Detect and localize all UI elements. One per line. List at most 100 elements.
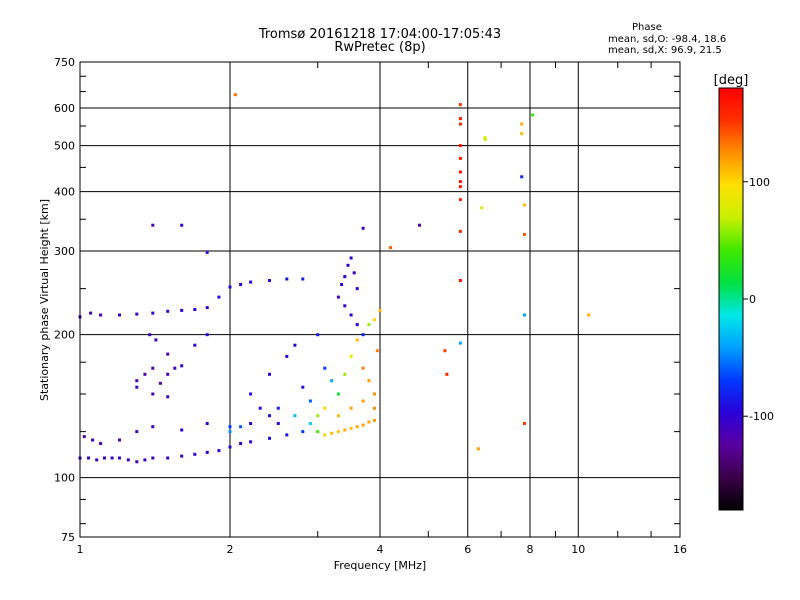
data-point [126,458,130,462]
data-point [378,308,382,312]
data-point [346,263,350,267]
data-point [343,428,347,432]
data-point [301,277,305,281]
data-point [293,343,297,347]
data-point [389,246,393,250]
data-point [268,372,271,376]
data-point [316,414,320,418]
data-point [276,422,280,425]
data-point [118,456,121,460]
data-point [458,341,462,345]
data-point [193,308,197,311]
data-point [458,198,462,202]
colorbar-tick-label: 100 [749,176,770,189]
x-tick-label: 2 [227,543,234,556]
data-point [180,454,184,458]
data-point [336,392,340,396]
data-point [151,311,155,315]
y-tick-label: 300 [54,245,75,258]
data-point [323,433,327,437]
data-point [483,138,487,141]
data-point [523,422,526,425]
data-point [151,223,155,227]
data-point [249,392,253,396]
data-point [445,372,449,376]
y-tick-labels: 75 100 200 300 400 500 600 750 [54,56,75,544]
data-point [361,399,365,403]
data-point [523,233,526,236]
data-point [458,180,462,184]
data-point [135,312,139,316]
data-point [343,372,347,376]
data-point [476,447,480,451]
data-point [531,113,535,117]
data-point [180,364,184,368]
data-point [233,93,237,97]
data-point [205,333,209,337]
data-point [301,430,305,434]
data-point [228,445,232,449]
data-point [336,414,340,418]
data-point [483,136,487,140]
data-point [87,456,90,460]
x-tick-label: 4 [377,543,384,556]
data-point [154,338,158,342]
data-point [361,333,365,337]
data-point [293,414,297,418]
y-tick-label: 75 [61,531,75,544]
data-point [285,277,289,281]
data-point [458,185,462,189]
data-point [587,313,591,317]
data-point [135,430,139,434]
data-point [166,456,170,460]
data-point [249,422,253,425]
data-point [151,392,155,396]
data-point [308,399,312,403]
data-point [95,458,99,462]
data-point [135,460,139,464]
data-point [355,287,359,291]
data-point [443,349,447,353]
data-point [143,372,147,376]
data-point [205,422,209,425]
data-point [228,425,232,429]
data-point [349,256,353,260]
data-point [330,431,334,435]
data-point [228,285,232,289]
data-point [180,223,184,227]
data-point [480,206,484,210]
data-point [301,385,305,389]
y-tick-label: 600 [54,102,75,115]
data-point [151,366,155,370]
data-point [217,295,221,299]
data-point [375,349,379,353]
data-point [268,436,271,440]
data-point [373,318,376,322]
y-tick-label: 100 [54,472,75,485]
colorbar-unit: [deg] [714,73,749,88]
data-point [205,250,209,254]
data-point [373,392,376,396]
data-point [148,333,152,337]
data-point [82,435,86,439]
data-point [330,379,334,383]
data-point [336,430,340,434]
data-point [268,414,271,418]
x-tick-label: 10 [571,543,585,556]
data-point [458,103,462,107]
data-point [239,442,243,445]
data-point [418,223,421,227]
data-point [355,338,359,342]
data-point [135,385,139,389]
plot-frame [79,61,681,538]
data-point [268,279,271,282]
data-point [352,271,356,275]
grid-lines [79,61,681,538]
y-tick-label: 200 [54,329,75,342]
data-point [520,122,524,126]
data-point [99,313,103,317]
data-point [367,323,371,327]
data-point [458,117,462,121]
data-point [151,456,155,460]
data-point [355,425,359,429]
